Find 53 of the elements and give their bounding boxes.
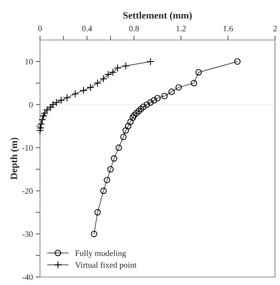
point <box>116 144 122 151</box>
point <box>100 188 107 194</box>
x-axis-title: Settlement (mm) <box>123 12 192 21</box>
point <box>161 92 168 100</box>
x-tick-label: 2 <box>273 26 277 32</box>
x-tick-label: 0.8 <box>129 26 139 32</box>
y-tick-label: -20 <box>22 188 33 194</box>
point <box>144 101 150 108</box>
point <box>130 112 138 119</box>
point <box>138 106 144 112</box>
point <box>71 90 80 98</box>
y-tick-label: -10 <box>22 145 33 151</box>
point <box>110 155 118 162</box>
point <box>168 88 175 95</box>
point <box>94 209 101 216</box>
point <box>195 69 202 76</box>
point <box>130 114 136 121</box>
point <box>107 166 114 172</box>
point <box>36 126 44 134</box>
x-tick-label: 0.4 <box>82 26 92 32</box>
y-tick-label: -30 <box>22 231 33 237</box>
point <box>120 134 127 140</box>
point <box>122 62 130 70</box>
point <box>133 110 140 116</box>
point <box>234 58 241 65</box>
legend-label: Fully modeling <box>75 250 126 258</box>
point <box>86 84 94 92</box>
point <box>124 122 132 130</box>
point <box>104 176 110 184</box>
legend-label: Virtual fixed point <box>75 262 136 270</box>
point <box>150 97 158 104</box>
point <box>127 118 134 126</box>
point <box>90 230 98 238</box>
point <box>140 104 147 110</box>
y-axis-title: Depth (m) <box>10 138 20 180</box>
x-tick-label: 1.6 <box>224 26 233 32</box>
point <box>80 86 88 94</box>
point <box>146 58 154 66</box>
y-tick-label: -40 <box>22 274 33 280</box>
point <box>147 99 154 106</box>
point <box>175 84 182 91</box>
point <box>136 108 142 114</box>
point <box>40 109 49 118</box>
point <box>122 127 129 134</box>
point <box>190 80 198 86</box>
x-tick-label: 0 <box>38 26 42 32</box>
point <box>38 116 46 124</box>
point <box>36 124 44 132</box>
x-tick-label: 1.2 <box>176 26 186 32</box>
y-tick-label: 0 <box>29 102 33 108</box>
point <box>154 94 161 102</box>
y-tick-label: 10 <box>25 58 33 65</box>
point <box>49 100 57 109</box>
